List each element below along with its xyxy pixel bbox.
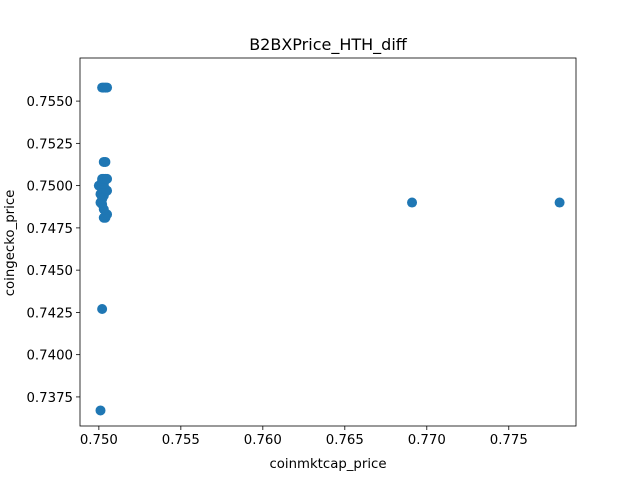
y-tick-label-5: 0.7500 bbox=[26, 180, 73, 195]
x-tick-label-0: 0.750 bbox=[80, 433, 118, 448]
y-tick-label-6: 0.7525 bbox=[26, 137, 73, 152]
data-point-0 bbox=[95, 405, 106, 416]
data-point-31 bbox=[554, 197, 565, 208]
axes-frame bbox=[79, 57, 577, 427]
x-axis-label: coinmktcap_price bbox=[269, 457, 386, 472]
data-point-29 bbox=[102, 82, 113, 93]
plot-area bbox=[79, 57, 577, 427]
x-tick-label-1: 0.755 bbox=[162, 433, 200, 448]
y-tick-label-4: 0.7475 bbox=[26, 222, 73, 237]
x-axis-ticks: 0.750 0.755 0.760 0.765 0.770 0.775 bbox=[80, 426, 528, 448]
y-tick-label-1: 0.7400 bbox=[26, 349, 73, 364]
x-tick-label-4: 0.770 bbox=[408, 433, 446, 448]
y-tick-label-2: 0.7425 bbox=[26, 306, 73, 321]
x-tick-label-5: 0.775 bbox=[490, 433, 528, 448]
data-point-25 bbox=[100, 156, 111, 167]
y-tick-label-7: 0.7550 bbox=[26, 95, 73, 110]
y-axis-label: coingecko_price bbox=[3, 190, 18, 297]
y-tick-label-3: 0.7450 bbox=[26, 264, 73, 279]
data-point-1 bbox=[97, 304, 108, 315]
points-layer bbox=[93, 82, 565, 416]
chart-title: B2BXPrice_HTH_diff bbox=[249, 35, 408, 55]
data-point-23 bbox=[102, 173, 113, 184]
data-point-30 bbox=[407, 197, 418, 208]
x-tick-label-2: 0.760 bbox=[244, 433, 282, 448]
x-tick-label-3: 0.765 bbox=[326, 433, 364, 448]
y-axis-ticks: 0.7375 0.7400 0.7425 0.7450 0.7475 0.7500 0.75… bbox=[26, 95, 80, 406]
y-tick-label-0: 0.7375 bbox=[26, 391, 73, 406]
